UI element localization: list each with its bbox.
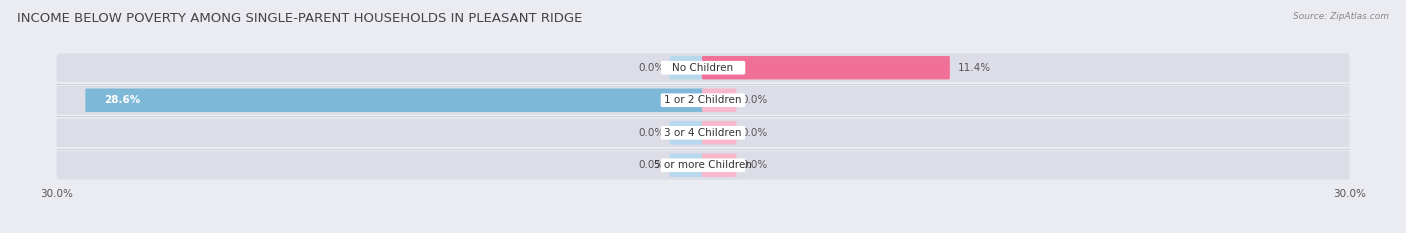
FancyBboxPatch shape bbox=[56, 118, 1350, 147]
Text: 5 or more Children: 5 or more Children bbox=[654, 160, 752, 170]
FancyBboxPatch shape bbox=[669, 121, 704, 144]
Text: 28.6%: 28.6% bbox=[104, 95, 141, 105]
Text: 0.0%: 0.0% bbox=[742, 95, 768, 105]
Text: INCOME BELOW POVERTY AMONG SINGLE-PARENT HOUSEHOLDS IN PLEASANT RIDGE: INCOME BELOW POVERTY AMONG SINGLE-PARENT… bbox=[17, 12, 582, 25]
FancyBboxPatch shape bbox=[702, 56, 950, 79]
FancyBboxPatch shape bbox=[702, 89, 737, 112]
FancyBboxPatch shape bbox=[86, 89, 704, 112]
FancyBboxPatch shape bbox=[669, 154, 704, 177]
FancyBboxPatch shape bbox=[702, 154, 737, 177]
Text: 3 or 4 Children: 3 or 4 Children bbox=[664, 128, 742, 138]
FancyBboxPatch shape bbox=[702, 121, 737, 144]
FancyBboxPatch shape bbox=[661, 126, 745, 140]
Text: No Children: No Children bbox=[672, 63, 734, 73]
Text: 11.4%: 11.4% bbox=[957, 63, 990, 73]
Text: 1 or 2 Children: 1 or 2 Children bbox=[664, 95, 742, 105]
FancyBboxPatch shape bbox=[669, 56, 704, 79]
FancyBboxPatch shape bbox=[661, 61, 745, 75]
FancyBboxPatch shape bbox=[661, 158, 745, 172]
FancyBboxPatch shape bbox=[56, 151, 1350, 180]
Text: 0.0%: 0.0% bbox=[638, 160, 664, 170]
Text: 0.0%: 0.0% bbox=[742, 128, 768, 138]
Text: 0.0%: 0.0% bbox=[638, 63, 664, 73]
FancyBboxPatch shape bbox=[56, 86, 1350, 115]
FancyBboxPatch shape bbox=[56, 53, 1350, 82]
Text: 0.0%: 0.0% bbox=[638, 128, 664, 138]
Text: Source: ZipAtlas.com: Source: ZipAtlas.com bbox=[1294, 12, 1389, 21]
Text: 0.0%: 0.0% bbox=[742, 160, 768, 170]
FancyBboxPatch shape bbox=[661, 93, 745, 107]
